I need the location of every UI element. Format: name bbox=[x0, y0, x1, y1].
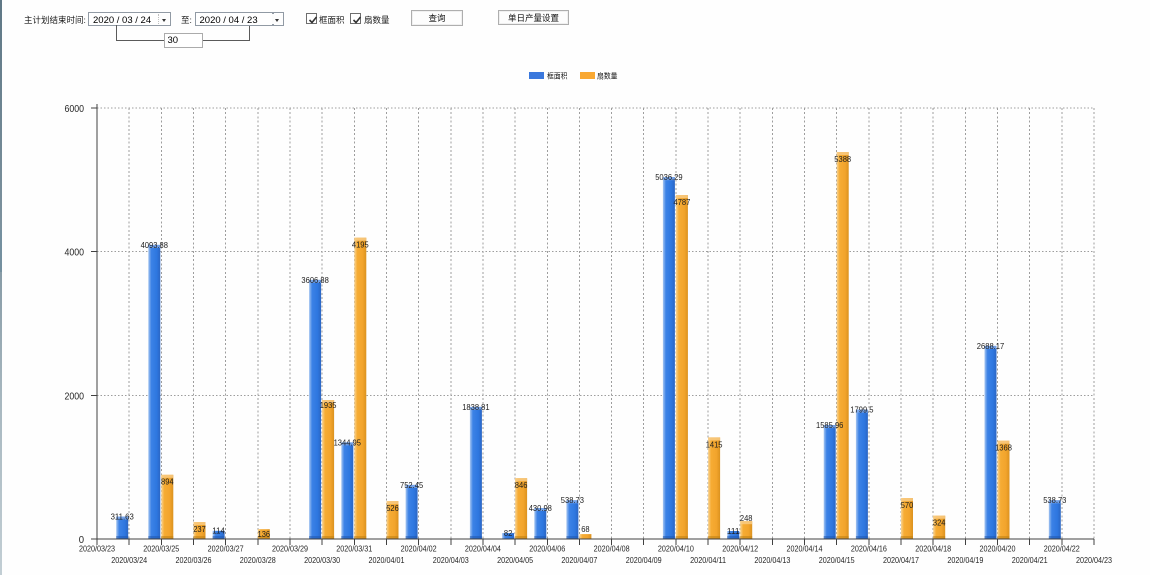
svg-text:4787: 4787 bbox=[674, 198, 691, 207]
svg-text:6000: 6000 bbox=[65, 104, 85, 115]
svg-text:2020/04/07: 2020/04/07 bbox=[561, 556, 597, 565]
svg-text:2020/03/28: 2020/03/28 bbox=[240, 556, 276, 565]
svg-text:2020/04/15: 2020/04/15 bbox=[819, 556, 855, 565]
svg-text:4000: 4000 bbox=[65, 248, 85, 259]
svg-text:538.73: 538.73 bbox=[1043, 496, 1067, 505]
svg-text:2020/03/29: 2020/03/29 bbox=[272, 545, 308, 554]
svg-text:2020/04/17: 2020/04/17 bbox=[883, 556, 919, 565]
svg-text:2020/04/13: 2020/04/13 bbox=[754, 556, 790, 565]
svg-text:1838.81: 1838.81 bbox=[462, 403, 490, 412]
svg-text:框面积: 框面积 bbox=[547, 71, 568, 81]
svg-text:2020/03/25: 2020/03/25 bbox=[143, 545, 179, 554]
svg-text:2020/04/14: 2020/04/14 bbox=[787, 545, 823, 554]
svg-text:114: 114 bbox=[212, 527, 225, 536]
svg-text:2020/04/05: 2020/04/05 bbox=[497, 556, 533, 565]
svg-text:324: 324 bbox=[933, 519, 946, 528]
svg-text:2020/04/12: 2020/04/12 bbox=[722, 545, 758, 554]
svg-text:2688.17: 2688.17 bbox=[977, 342, 1005, 351]
svg-text:311.63: 311.63 bbox=[111, 513, 135, 522]
svg-text:1799.5: 1799.5 bbox=[850, 406, 874, 415]
svg-text:2020/04/08: 2020/04/08 bbox=[594, 545, 630, 554]
svg-text:111: 111 bbox=[727, 527, 740, 536]
svg-text:2020/03/23: 2020/03/23 bbox=[79, 545, 115, 554]
svg-text:2020/03/27: 2020/03/27 bbox=[208, 545, 244, 554]
svg-text:2020/03/24: 2020/03/24 bbox=[111, 556, 147, 565]
svg-text:2020/04/04: 2020/04/04 bbox=[465, 545, 501, 554]
svg-text:2020/04/02: 2020/04/02 bbox=[401, 545, 437, 554]
svg-text:538.73: 538.73 bbox=[561, 496, 585, 505]
svg-text:1415: 1415 bbox=[706, 440, 723, 449]
svg-text:2020/04/21: 2020/04/21 bbox=[1012, 556, 1048, 565]
svg-text:894: 894 bbox=[161, 478, 174, 487]
svg-text:82: 82 bbox=[504, 529, 513, 538]
svg-text:2020/04/11: 2020/04/11 bbox=[690, 556, 726, 565]
svg-text:1344.95: 1344.95 bbox=[334, 438, 362, 447]
svg-text:4093.88: 4093.88 bbox=[141, 241, 169, 250]
svg-text:430.98: 430.98 bbox=[529, 504, 553, 513]
svg-text:2020/03/26: 2020/03/26 bbox=[176, 556, 212, 565]
svg-text:2020/04/10: 2020/04/10 bbox=[658, 545, 694, 554]
svg-text:扇数量: 扇数量 bbox=[597, 71, 618, 81]
svg-text:2020/04/20: 2020/04/20 bbox=[980, 545, 1016, 554]
svg-text:1935: 1935 bbox=[320, 401, 337, 410]
svg-text:2020/04/23: 2020/04/23 bbox=[1076, 556, 1112, 565]
svg-text:5036.29: 5036.29 bbox=[655, 173, 683, 182]
svg-text:4195: 4195 bbox=[352, 241, 369, 250]
svg-text:2020/04/22: 2020/04/22 bbox=[1044, 545, 1080, 554]
svg-text:570: 570 bbox=[901, 501, 914, 510]
svg-text:2020/04/16: 2020/04/16 bbox=[851, 545, 887, 554]
svg-text:752.45: 752.45 bbox=[400, 481, 424, 490]
svg-text:0: 0 bbox=[79, 535, 85, 546]
svg-text:237: 237 bbox=[193, 525, 206, 534]
svg-text:2000: 2000 bbox=[65, 391, 85, 402]
svg-text:5388: 5388 bbox=[834, 155, 851, 164]
svg-text:846: 846 bbox=[515, 481, 528, 490]
svg-text:1368: 1368 bbox=[995, 444, 1012, 453]
svg-text:2020/03/31: 2020/03/31 bbox=[336, 545, 372, 554]
svg-text:248: 248 bbox=[740, 514, 753, 523]
svg-text:1585.96: 1585.96 bbox=[816, 421, 844, 430]
svg-text:2020/04/18: 2020/04/18 bbox=[915, 545, 951, 554]
svg-text:136: 136 bbox=[258, 530, 271, 539]
svg-text:2020/04/19: 2020/04/19 bbox=[947, 556, 983, 565]
svg-text:2020/04/03: 2020/04/03 bbox=[433, 556, 469, 565]
svg-text:3606.88: 3606.88 bbox=[301, 276, 329, 285]
svg-text:2020/03/30: 2020/03/30 bbox=[304, 556, 340, 565]
svg-text:2020/04/06: 2020/04/06 bbox=[529, 545, 565, 554]
svg-text:68: 68 bbox=[581, 525, 590, 534]
svg-text:2020/04/01: 2020/04/01 bbox=[369, 556, 405, 565]
svg-text:526: 526 bbox=[386, 504, 399, 513]
svg-text:2020/04/09: 2020/04/09 bbox=[626, 556, 662, 565]
